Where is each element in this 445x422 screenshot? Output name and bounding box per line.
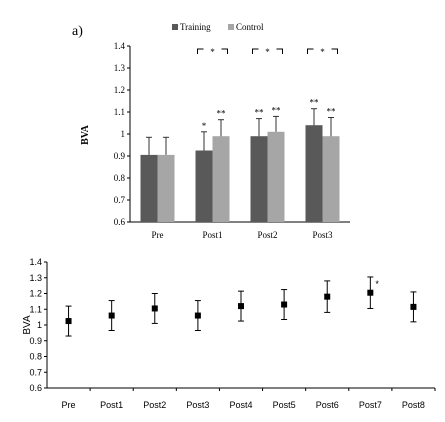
significance-mark: ** [327,107,337,117]
data-point [151,305,158,312]
legend: Training Control [172,22,264,32]
legend-label-control: Control [236,22,264,32]
x-tick-label: Post8 [402,400,425,410]
significance-mark: ** [217,109,227,119]
significance-mark: * [202,121,207,131]
figure-label: a) [72,24,83,39]
bar [267,131,285,222]
bar-chart: Training Control BVA ****** ******** Pre P… [80,22,350,240]
group-significance-mark: * [320,47,325,57]
x-tick-label: Post1 [100,400,123,410]
bracket-left [252,48,259,54]
x-tick-label: Post2 [143,400,166,410]
y-tick-label: 1.1 [29,304,42,314]
y-tick-label: 1 [121,129,126,139]
x-tick-label: Post1 [202,230,222,240]
bar [212,136,230,222]
y-tick-label: 1.3 [29,273,42,283]
x-tick-label: Pre [62,400,76,410]
y-tick-labels: 0.6 0.7 0.8 0.9 1 1.1 1.2 1.3 1.4 [29,257,42,393]
data-point [281,301,288,308]
x-tick-label: Pre [152,230,164,240]
bars: ****** ******** [140,47,340,222]
y-tick-labels: 0.6 0.7 0.8 0.9 1 1.1 1.2 1.3 1.4 [114,41,126,227]
x-tick-label: Post7 [359,400,382,410]
x-tick-label: Post3 [312,230,333,240]
bar [322,136,340,222]
y-tick-label: 0.7 [114,195,126,205]
bracket-left [197,48,204,54]
significance-mark: ** [310,98,320,108]
y-axis-label: BVA [80,124,91,145]
data-point [65,318,72,325]
bar [195,150,213,222]
bar [140,154,158,222]
legend-swatch-control [228,24,234,30]
y-tick-label: 0.6 [114,217,126,227]
x-tick-label: Post6 [316,400,339,410]
bracket-left [307,48,314,54]
bar [250,136,268,222]
bracket-right [331,48,338,54]
data-point [108,312,115,319]
group-significance-mark: * [210,47,215,57]
x-tick-label: Post5 [273,400,296,410]
y-tick-label: 0.9 [29,336,42,346]
significance-mark: * [375,279,379,289]
y-tick-label: 0.9 [114,151,126,161]
bracket-right [221,48,228,54]
y-tick-label: 0.7 [29,367,42,377]
x-tick-label: Post2 [257,230,277,240]
y-tick-label: 0.8 [114,173,126,183]
bar [157,154,175,222]
y-tick-label: 1.2 [29,289,42,299]
x-tick-label: Post3 [186,400,209,410]
data-point [194,312,201,319]
y-tick-label: 1.4 [114,41,126,51]
y-tick-label: 1.1 [114,107,125,117]
y-tick-label: 1.2 [114,85,125,95]
bar [305,125,323,222]
x-tick-labels: Pre Post1 Post2 Post3 Post4 Post5 Post6 Post7 Po… [62,400,425,410]
scatter-chart: BVA * Pre Post1 Post2 Post3 Post4 Post5 Post6 P… [22,257,436,410]
y-tick-label: 0.6 [29,383,42,393]
legend-label-training: Training [180,22,211,32]
data-point [324,293,331,300]
y-tick-label: 1.3 [114,63,126,73]
axes [44,261,436,391]
group-significance-mark: * [265,47,270,57]
x-tick-labels: Pre Post1 Post2 Post3 [152,230,334,240]
points: * [65,276,417,337]
y-tick-label: 1 [37,320,42,330]
y-axis-label: BVA [22,315,33,335]
legend-swatch-training [172,24,178,30]
significance-mark: ** [255,108,265,118]
data-point [238,303,244,310]
y-tick-label: 0.8 [29,352,42,362]
significance-mark: ** [272,105,282,115]
y-tick-label: 1.4 [29,257,42,267]
data-point [367,289,374,296]
x-tick-label: Post4 [229,400,252,410]
bracket-right [276,48,283,54]
data-point [410,303,417,310]
